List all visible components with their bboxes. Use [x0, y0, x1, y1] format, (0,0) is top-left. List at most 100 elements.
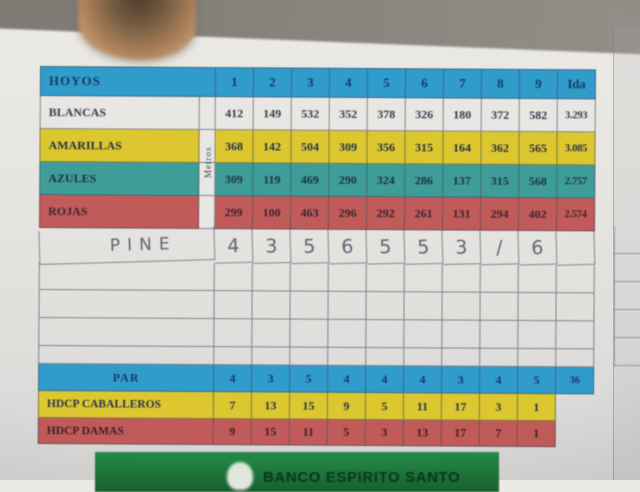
hdcp-cell: 1 [517, 420, 556, 448]
empty-score-row [38, 289, 595, 322]
empty-score-cell [480, 292, 519, 321]
hole-number-header: 6 [405, 68, 444, 99]
distance-cell: 309 [329, 130, 368, 165]
tee-row-blancas: BLANCAS 412 149 532 352 378 326 180 372 582 3.293 [39, 95, 596, 133]
empty-score-cell [366, 319, 405, 349]
handwritten-score-cell: 3 [252, 228, 292, 264]
tee-name-label: AMARILLAS [39, 128, 200, 163]
hdcp-cell: 1 [517, 393, 557, 422]
sponsor-banner-text: BANCO ESPIRITO SANTO [263, 469, 461, 486]
handwritten-score-cell: 6 [328, 229, 368, 265]
empty-score-cell [290, 263, 329, 292]
hole-number-header: 9 [519, 68, 558, 100]
tee-name-label: BLANCAS [39, 95, 200, 130]
holes-header-label: HOYOS [39, 66, 216, 98]
distance-cell: 315 [405, 131, 444, 165]
hdcp-row-dam: HDCP DAMAS 9 15 11 5 3 13 17 7 1 [37, 417, 594, 448]
empty-score-cell [214, 347, 253, 366]
hdcp-cell: 5 [365, 392, 405, 421]
hole-number-header: 3 [291, 67, 330, 98]
empty-score-cell [480, 264, 519, 293]
meters-axis-label: Metros [203, 146, 213, 178]
hdcp-cell: 11 [403, 393, 443, 421]
distance-cell: 324 [367, 164, 406, 198]
empty-score-cell [366, 263, 405, 293]
empty-score-row [38, 317, 595, 350]
empty-score-cell [328, 347, 367, 366]
distance-cell: 164 [443, 131, 482, 165]
hdcp-label: HDCP DAMAS [37, 417, 214, 446]
empty-score-cell [556, 349, 595, 368]
empty-score-cell [366, 291, 405, 321]
handwritten-score-cell: 5 [290, 229, 330, 265]
distance-cell: 180 [443, 98, 482, 132]
empty-score-cell [252, 291, 291, 320]
empty-score-cell [252, 263, 291, 292]
distance-cell: 372 [481, 98, 520, 132]
hdcp-cell: 3 [365, 419, 404, 447]
distance-cell: 142 [253, 130, 292, 164]
distance-cell: 299 [215, 196, 254, 230]
hdcp-cell: 9 [327, 392, 367, 420]
distance-cell: 100 [253, 196, 292, 230]
distance-cell: 2.574 [557, 198, 596, 232]
hdcp-cell: 17 [441, 393, 481, 421]
empty-score-cell [290, 319, 329, 348]
distance-cell: 368 [215, 130, 254, 164]
par-cell: 4 [366, 365, 405, 394]
bank-logo-icon [227, 462, 253, 490]
distance-cell: 261 [405, 197, 444, 231]
hdcp-cell: 15 [289, 392, 329, 420]
distance-cell: 286 [405, 164, 444, 198]
empty-name-cell [38, 317, 215, 348]
par-cell: 4 [328, 365, 367, 393]
distance-cell: 504 [291, 130, 330, 164]
handwritten-score-cell: 5 [366, 229, 406, 265]
tee-row-azules: AZULES 309 119 469 290 324 286 137 315 568 2.757 [39, 161, 596, 199]
scorecard-table: HOYOS 1 2 3 4 5 6 7 8 9 Ida BLANCAS 412 149 532 352 378 3… [37, 66, 596, 448]
hole-number-header: 1 [215, 67, 254, 98]
tee-name-label: AZULES [39, 161, 200, 196]
empty-name-cell [38, 289, 215, 320]
distance-cell: 149 [253, 97, 292, 131]
empty-name-cell [38, 261, 215, 292]
handwritten-score-cell: 5 [404, 229, 444, 265]
empty-score-cell [214, 291, 253, 320]
distance-cell: 326 [405, 98, 444, 132]
handwritten-score-cell: 4 [214, 228, 254, 264]
distance-cell: 412 [215, 97, 254, 131]
empty-score-cell [290, 291, 329, 320]
par-row: PAR 4 3 5 4 4 4 3 4 5 36 [38, 363, 595, 395]
hole-number-header: 7 [443, 68, 482, 99]
distance-cell: 3.085 [557, 132, 596, 166]
par-cell: 5 [518, 366, 557, 395]
handwritten-score-cell: / [480, 230, 520, 266]
empty-score-cell [252, 347, 291, 366]
distance-cell: 292 [367, 197, 406, 231]
empty-score-cell [518, 348, 557, 368]
hole-number-header: Ida [557, 69, 596, 100]
hdcp-cell: 7 [213, 392, 253, 420]
distance-cell: 352 [329, 97, 368, 132]
par-cell: 4 [214, 365, 253, 393]
empty-score-cell [480, 320, 519, 349]
distance-cell: 296 [329, 196, 368, 231]
adjacent-card-grid [614, 226, 640, 367]
par-cell: 5 [290, 365, 329, 393]
distance-cell: 3.293 [557, 99, 596, 133]
player-name-handwritten: PINE [38, 226, 216, 266]
distance-cell: 463 [291, 196, 330, 230]
distance-cell: 568 [519, 164, 558, 199]
par-cell: 4 [404, 366, 443, 394]
hdcp-cell: 5 [327, 419, 366, 446]
distance-cell: 362 [481, 131, 520, 165]
empty-score-cell [480, 348, 519, 367]
empty-score-cell [442, 320, 481, 349]
empty-score-cell [404, 348, 443, 367]
hdcp-cell: 9 [213, 419, 252, 446]
tee-row-rojas: ROJAS 299 100 463 296 292 261 131 294 402 2.574 [39, 194, 596, 232]
hdcp-cell: 13 [251, 392, 291, 420]
hdcp-cell: 7 [479, 420, 518, 447]
empty-score-cell [442, 264, 481, 293]
empty-score-cell [518, 320, 557, 350]
